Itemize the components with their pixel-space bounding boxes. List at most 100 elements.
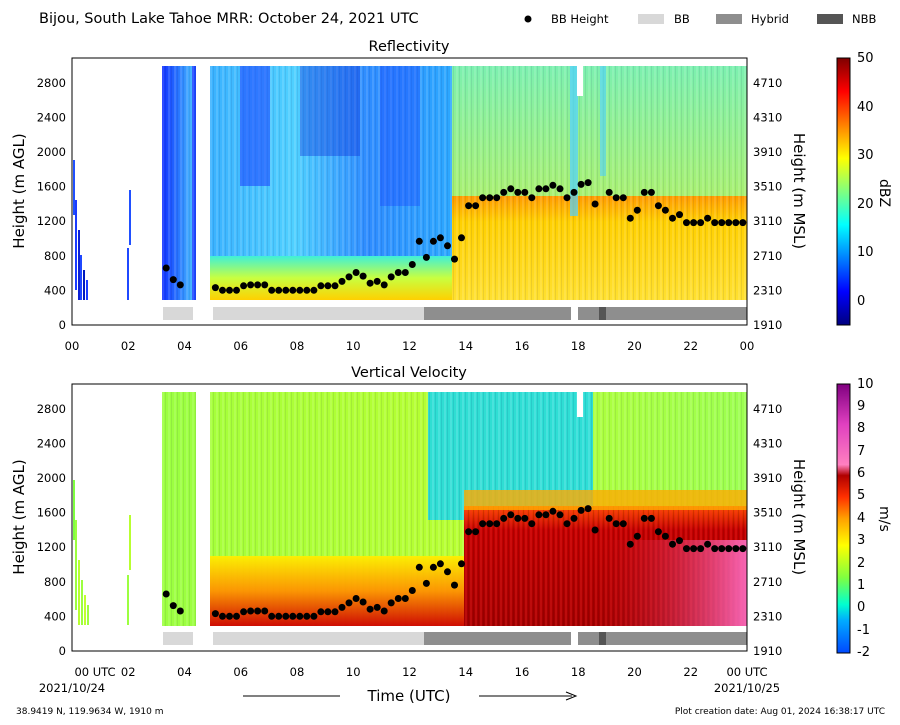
bb-height-point	[661, 532, 669, 540]
cbar2-tick-m1: -1	[857, 623, 870, 638]
cbar1-tick-40: 40	[857, 100, 874, 115]
bb-height-point	[514, 188, 522, 196]
y-tick-right-3110: 3110	[753, 540, 782, 554]
bb-height-point	[436, 560, 444, 568]
reflectivity-x-ticks: 00 02 04 06 08 10 12 14 16 18 20 22 00	[65, 339, 755, 353]
bb-height-point	[549, 181, 557, 189]
time-axis-label: Time (UTC)	[243, 687, 578, 705]
bb-height-point	[240, 282, 248, 290]
x-tick-10: 10	[346, 339, 361, 353]
bb-height-point	[563, 520, 571, 528]
x-tick-14: 14	[458, 339, 473, 353]
bb-height-point	[352, 595, 360, 602]
legend-bb-height-label: BB Height	[551, 12, 609, 26]
bb-height-point	[739, 545, 747, 553]
bb-height-point	[394, 595, 402, 602]
bb-height-point	[486, 520, 494, 528]
bb-height-point	[704, 540, 712, 548]
reflectivity-field	[73, 66, 747, 300]
y-tick-800: 800	[44, 249, 66, 263]
x-tick-22: 22	[683, 665, 698, 679]
bb-height-point	[268, 286, 276, 294]
x-tick-14: 14	[458, 665, 473, 679]
y-tick-right-4310: 4310	[753, 110, 782, 124]
legend-bb-height-marker	[524, 15, 532, 23]
bb-height-point	[219, 612, 226, 620]
y-tick-2000: 2000	[37, 145, 66, 159]
bb-height-point	[647, 514, 655, 522]
bb-height-point	[556, 511, 564, 519]
bb-height-point	[472, 528, 480, 536]
bb-height-point	[732, 219, 740, 227]
cbar2-tick-3: 3	[857, 533, 865, 548]
bb-height-point	[303, 286, 311, 294]
bb-height-point	[211, 610, 219, 618]
bb-height-point	[317, 608, 325, 616]
y-tick-right-2710: 2710	[753, 575, 782, 589]
bb-height-point	[626, 540, 634, 548]
cbar2-tick-7: 7	[857, 444, 865, 459]
reflectivity-bb-type-bar	[163, 307, 747, 320]
bb-height-point	[619, 520, 627, 528]
bb-height-point	[268, 612, 276, 620]
velocity-bb-type-bar	[163, 632, 747, 645]
bb-height-point	[472, 202, 480, 210]
bb-height-point	[549, 507, 557, 515]
bb-height-point	[605, 514, 613, 522]
bb-height-point	[233, 612, 240, 620]
y-tick-right-4310: 4310	[753, 436, 782, 450]
y-tick-2000: 2000	[37, 471, 66, 485]
bb-height-point	[211, 284, 219, 292]
x-tick-16: 16	[515, 665, 530, 679]
bb-height-point	[479, 520, 487, 528]
velocity-ylabel-right: Height (m MSL)	[790, 459, 808, 575]
x-tick-06: 06	[233, 665, 248, 679]
bb-height-point	[394, 269, 402, 276]
bb-height-point	[676, 211, 683, 219]
reflectivity-ylabel-left: Height (m AGL)	[10, 133, 28, 248]
bb-height-point	[633, 532, 641, 540]
bb-height-point	[422, 579, 430, 587]
bb-height-point	[345, 273, 353, 281]
bb-height-point	[697, 219, 705, 227]
bb-height-point	[289, 612, 297, 620]
bb-height-point	[380, 607, 388, 615]
time-xlabel: Time (UTC)	[367, 687, 451, 705]
cbar2-tick-5: 5	[857, 488, 865, 503]
x-tick-10: 10	[346, 665, 361, 679]
bb-height-point	[169, 602, 177, 610]
y-tick-right-3110: 3110	[753, 214, 782, 228]
x-tick-02: 02	[121, 339, 136, 353]
bb-height-point	[542, 185, 550, 193]
velocity-y-ticks-left: 0 400 800 1200 1600 2000 2400 2800	[37, 402, 66, 658]
cbar2-tick-9: 9	[857, 399, 865, 414]
velocity-panel: Vertical Velocity	[10, 365, 808, 679]
y-tick-right-2310: 2310	[753, 609, 782, 623]
cbar1-tick-20: 20	[857, 197, 874, 212]
bb-height-point	[626, 214, 634, 222]
velocity-colorbar-scale	[836, 383, 851, 654]
bb-height-point	[640, 514, 648, 522]
y-tick-2800: 2800	[37, 76, 66, 90]
reflectivity-y-ticks-right: 1910 2310 2710 3110 3510 3910 4310 4710	[753, 76, 782, 332]
bb-height-point	[415, 237, 423, 245]
bb-height-point	[176, 607, 184, 615]
cbar2-tick-4: 4	[857, 511, 865, 526]
bb-height-point	[451, 255, 458, 263]
bb-height-point	[317, 282, 325, 290]
bb-height-point	[352, 269, 360, 276]
bb-height-point	[373, 277, 381, 285]
bb-height-point	[296, 286, 304, 294]
bb-height-point	[535, 511, 543, 519]
y-tick-0: 0	[59, 318, 66, 332]
bb-height-point	[451, 581, 458, 589]
reflectivity-y-ticks-left: 0 400 800 1200 1600 2000 2400 2800	[37, 76, 66, 332]
y-tick-right-3510: 3510	[753, 180, 782, 194]
bb-height-point	[408, 587, 416, 594]
bb-height-point	[387, 599, 395, 607]
reflectivity-bb-height-points	[162, 179, 747, 294]
bb-height-point	[429, 563, 437, 571]
bb-height-point	[725, 545, 733, 553]
bb-height-point	[528, 194, 536, 202]
